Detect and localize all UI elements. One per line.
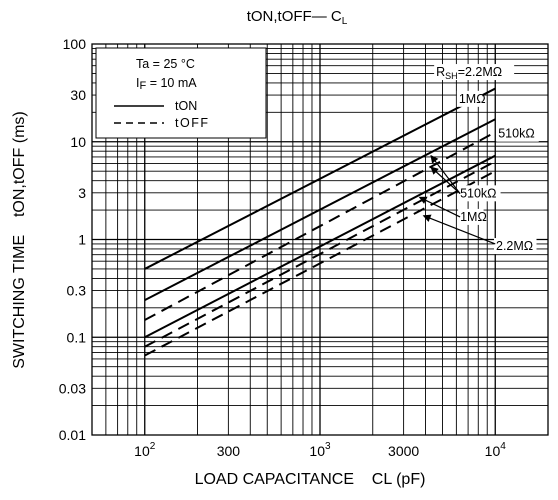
y-axis-ticks: 100 30 10 3 1 0.3 0.1 0.03 0.01 [59, 36, 86, 443]
legend: Ta = 25 °C IF = 10 mA tON tOFF [95, 47, 267, 139]
annotation-arrow [430, 154, 461, 194]
y-tick-label: 100 [63, 36, 87, 52]
curve-label-bg [458, 185, 501, 202]
curve-label-bg [434, 64, 515, 81]
series-line-toff-6 [144, 170, 496, 357]
y-tick-label: 30 [70, 87, 86, 103]
annotation-arrow [422, 214, 496, 245]
y-tick-label: 0.01 [59, 427, 86, 443]
y-tick-label: 0.03 [59, 380, 86, 396]
chart-title: tON,tOFF— CL [247, 8, 348, 27]
y-tick-label: 3 [78, 185, 86, 201]
curve-label-bg [458, 208, 484, 225]
legend-condition-ta: Ta = 25 °C [136, 57, 195, 71]
curve-label-bg [496, 125, 539, 142]
y-tick-label: 1 [78, 232, 86, 248]
x-tick-label: 300 [217, 443, 241, 459]
x-tick-label: 103 [309, 441, 331, 459]
plot-frame [91, 43, 549, 436]
legend-toff-label: tOFF [175, 116, 209, 130]
legend-condition-if: IF = 10 mA [136, 76, 197, 92]
x-axis-ticks: 102 300 103 3000 104 [134, 441, 506, 459]
curve-label-2: 1MΩ [459, 92, 486, 106]
y-tick-label: 0.1 [67, 329, 87, 345]
x-tick-label: 104 [485, 441, 507, 459]
curve-label-bg [494, 238, 537, 255]
annotation-arrow [418, 196, 461, 218]
annotations: RSH=2.2MΩ 1MΩ 510kΩ 510kΩ 1MΩ 2.2MΩ [418, 64, 539, 255]
chart-title-subscript: L [342, 16, 348, 27]
x-tick-label: 102 [134, 441, 156, 459]
y-axis-label: SWITCHING TIME tON,tOFF (ms) [11, 111, 28, 368]
y-tick-label: 0.3 [67, 283, 87, 299]
curve-label-4: 510kΩ [460, 186, 496, 200]
curve-label-6: 2.2MΩ [496, 239, 533, 253]
curve-label-5: 1MΩ [460, 210, 487, 224]
curve-label-3: 510kΩ [498, 127, 534, 141]
legend-ton-label: tON [175, 99, 197, 113]
x-tick-label: 3000 [388, 443, 419, 459]
y-tick-label: 10 [70, 134, 86, 150]
series-line-toff-5 [144, 160, 496, 348]
series-line-ton-1 [144, 87, 496, 270]
annotation-arrow [430, 166, 461, 195]
legend-box [95, 47, 267, 139]
curve-label-bg [456, 90, 483, 107]
series-line-ton-2 [144, 118, 496, 301]
x-axis-label: LOAD CAPACITANCE CL (pF) [195, 471, 426, 488]
curve-label-1: RSH=2.2MΩ [436, 65, 502, 81]
series-line-ton-3 [144, 154, 496, 339]
